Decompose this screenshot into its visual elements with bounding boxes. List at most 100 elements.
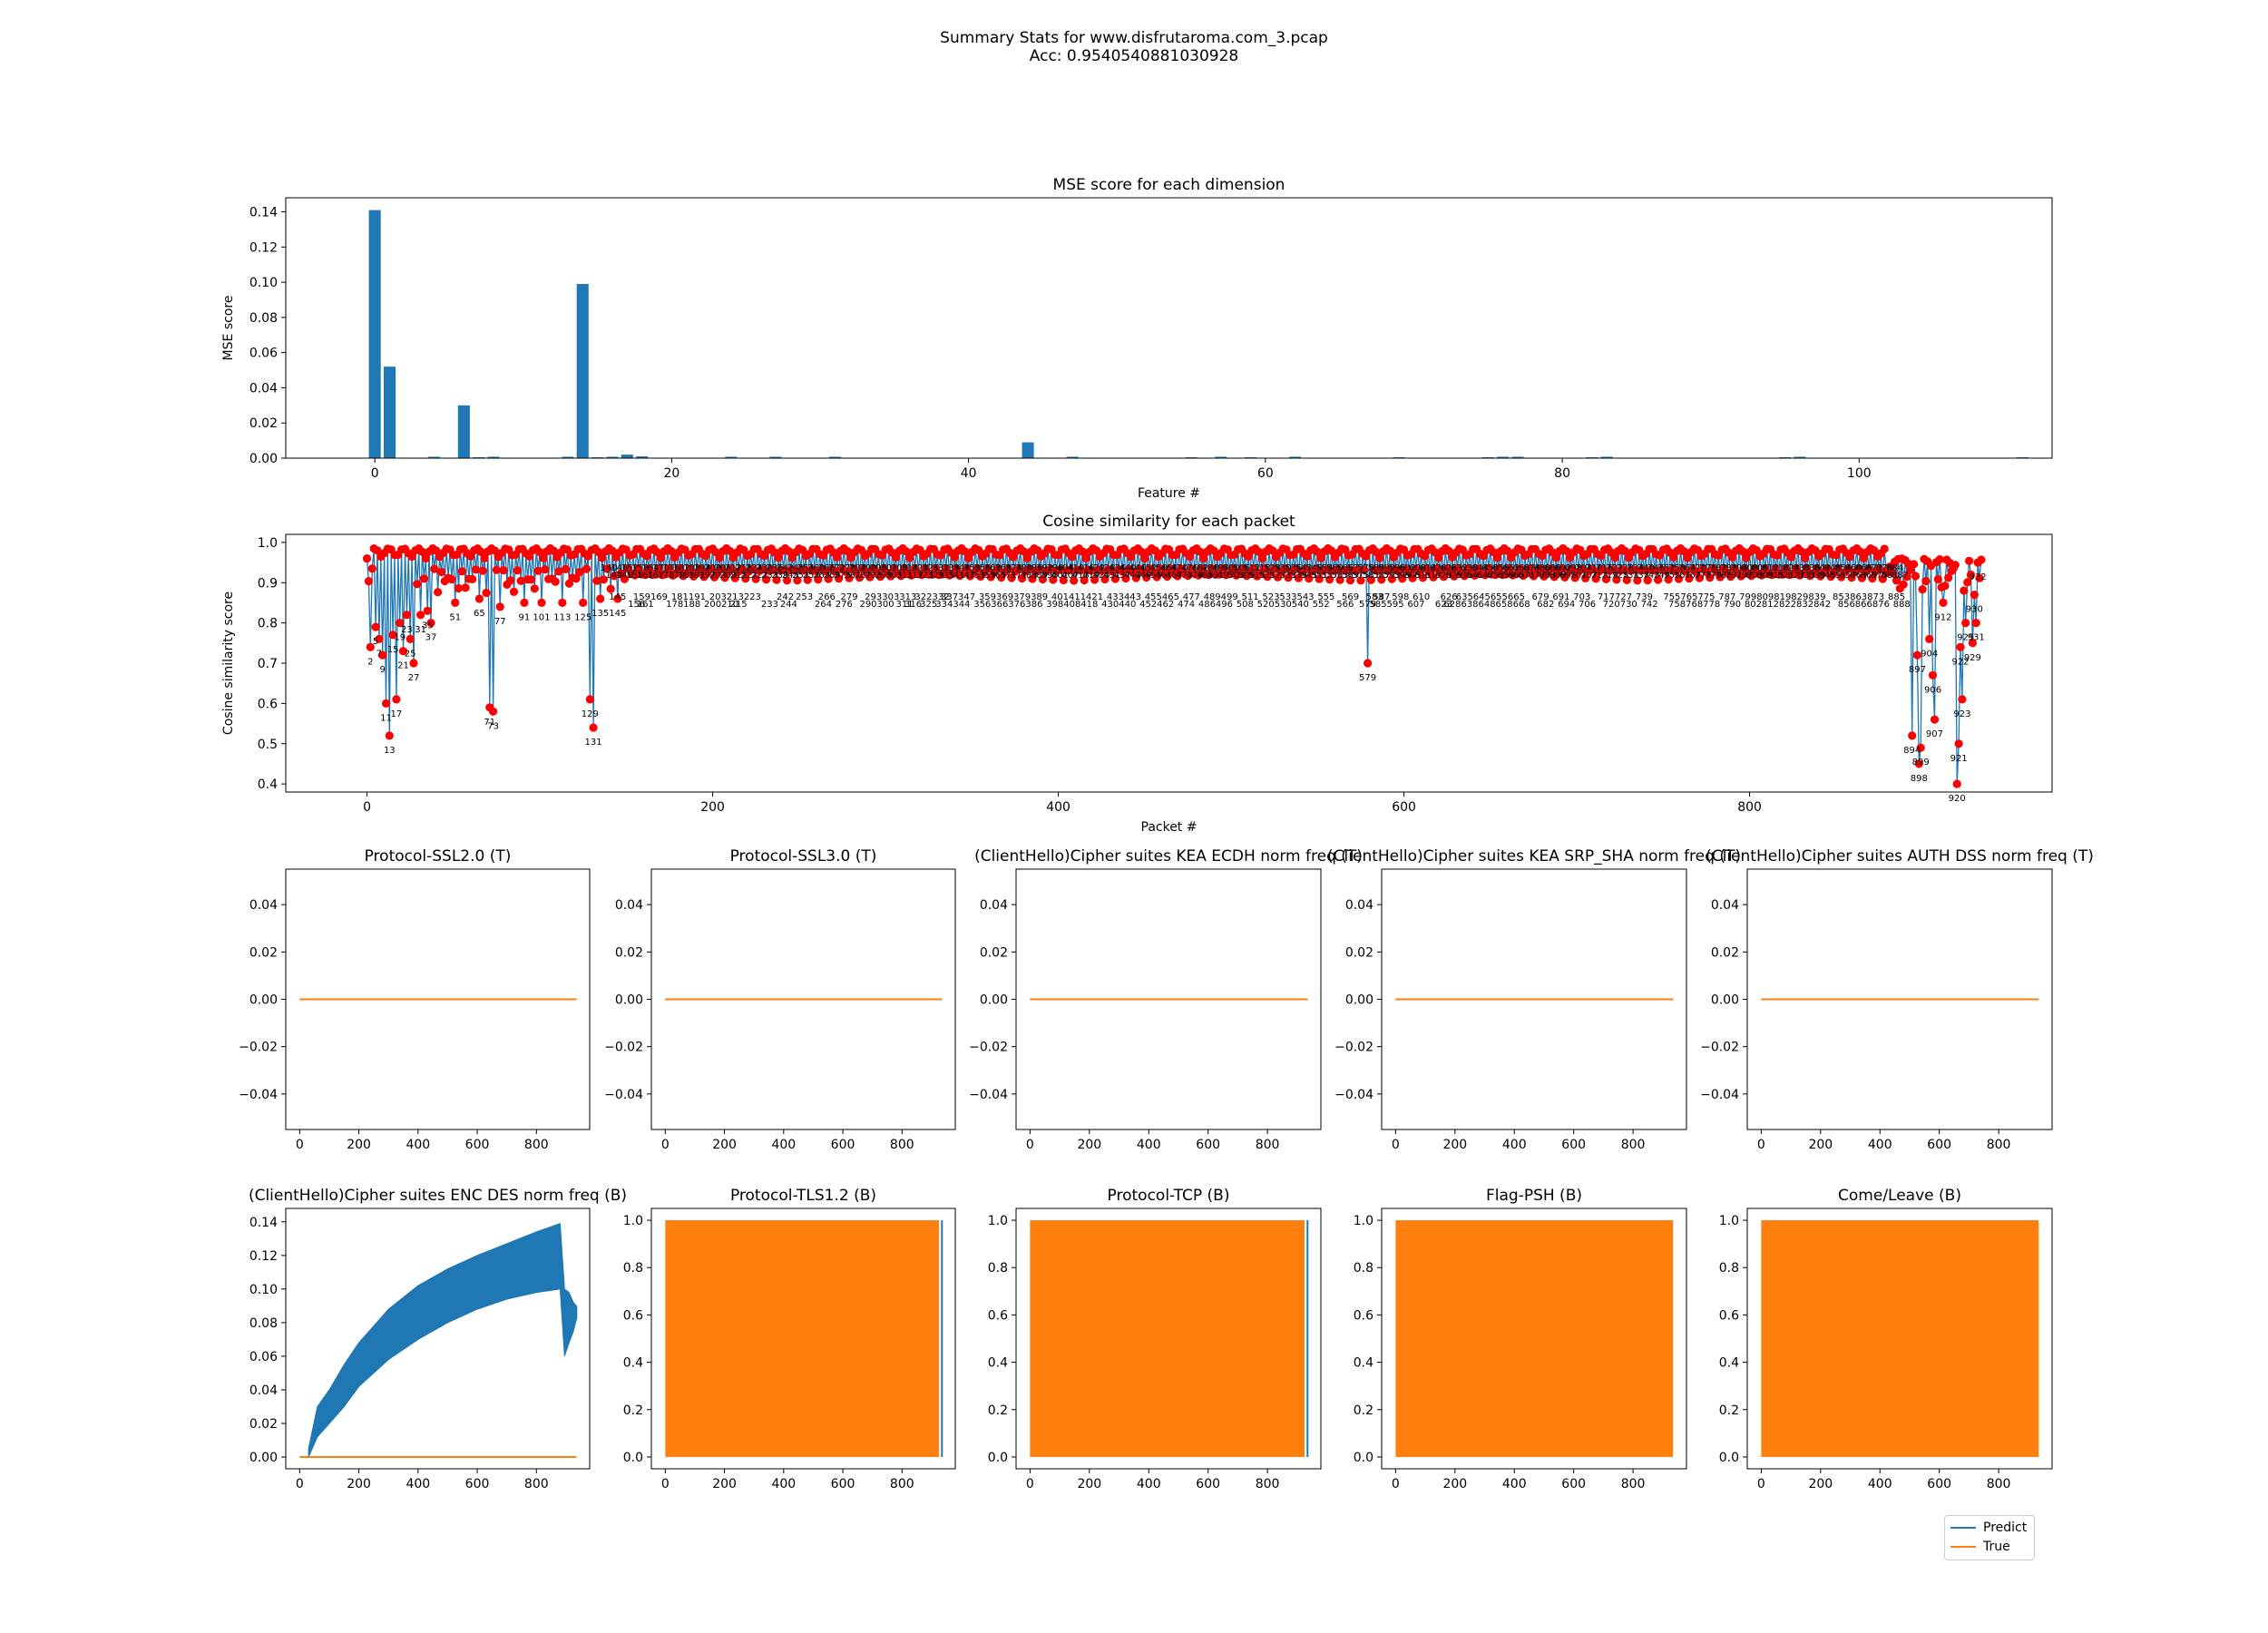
data-point [1965,556,1974,565]
x-tick-label: 0 [1392,1138,1400,1152]
data-label: 308 [891,563,908,573]
data-label: 212 [725,563,742,573]
data-label: 386 [1025,563,1042,573]
data-point [367,564,376,573]
plot-area [665,1220,943,1457]
chart-title: Cosine similarity for each packet [1042,513,1295,531]
data-label: 413 [1072,571,1090,581]
data-label: 398 [1046,600,1063,610]
x-tick-label: 0 [296,1138,304,1152]
data-label: 65 [474,609,485,619]
data-label: 716 [1596,563,1613,573]
data-point [1916,743,1925,752]
data-label: 925 [1957,633,1974,643]
x-tick-label: 0 [1026,1138,1034,1152]
data-label: 200 [704,600,721,610]
data-label: 25 [405,649,416,659]
data-label: 674 [1523,563,1540,573]
data-point [371,622,380,631]
data-label: 742 [1641,600,1658,610]
data-label: 488 [1202,563,1219,573]
data-point [730,573,739,582]
data-point [1003,564,1012,573]
axes-frame [650,868,956,1130]
data-label: 530 [1275,563,1292,573]
data-label: 356 [973,563,991,573]
data-label: 416 [1078,563,1095,573]
data-label: 470 [1170,563,1188,573]
data-point [1385,546,1394,555]
data-label: 836 [1804,563,1821,573]
y-tick-label: 0.4 [258,777,278,792]
data-point [748,565,758,574]
data-label: 443 [1124,571,1141,581]
data-point [1971,619,1980,628]
data-point [506,576,515,585]
data-point [1911,572,1921,581]
data-label: 320 [912,563,929,573]
data-point [1327,546,1336,555]
data-point [582,564,591,573]
data-label: 145 [609,592,626,602]
data-label: 832 [1796,600,1813,610]
data-label: 452 [1139,563,1157,573]
x-tick-label: 800 [1737,800,1762,815]
data-label: 830 [1793,563,1810,573]
data-point [803,575,812,584]
y-tick-label: 0.0 [988,1451,1008,1465]
data-point [558,598,567,608]
data-label: 272 [828,563,846,573]
data-label: 392 [1036,563,1053,573]
data-label: 768 [1686,600,1703,610]
data-label: 824 [1783,563,1800,573]
data-point [1870,546,1879,555]
data-label: 707 [1580,571,1598,581]
data-label: 17 [391,709,403,719]
data-label: 422 [1088,563,1105,573]
data-point [1868,574,1877,583]
data-point [1332,565,1341,574]
x-tick-label: 400 [1137,1138,1161,1152]
data-label: 266 [818,563,836,573]
data-point [562,564,571,574]
legend-swatch-predict [1950,1527,1976,1529]
data-point [715,553,724,562]
data-label: 278 [839,563,856,573]
data-label: 185 [678,571,695,581]
x-tick-label: 0 [296,1477,304,1491]
data-point [1567,564,1576,573]
data-label: 200 [704,563,721,573]
data-label: 906 [1924,685,1941,695]
data-point [1610,552,1619,562]
chart-title: Flag-PSH (B) [1486,1187,1582,1205]
data-label: 169 [650,592,668,602]
data-point [1889,569,1898,578]
data-label: 499 [1221,592,1238,602]
data-label: 21 [397,661,409,671]
data-point [606,584,615,593]
data-label: 593 [1383,571,1401,581]
legend: Predict True [1944,1515,2035,1560]
data-label: 410 [1067,563,1084,573]
y-tick-label: 0.08 [249,311,278,326]
x-tick-label: 20 [663,466,679,481]
data-label: 386 [1025,600,1042,610]
data-point [1404,567,1413,576]
y-tick-label: 0.00 [1711,993,1739,1008]
data-point [654,564,664,573]
data-label: 819 [1774,592,1791,602]
y-tick-label: −0.04 [1700,1088,1739,1102]
data-point [917,571,926,580]
data-point [1055,565,1065,574]
y-tick-label: 0.10 [249,1283,278,1297]
data-label: 374 [1004,563,1022,573]
data-label: 221 [740,571,758,581]
x-tick-label: 400 [771,1477,796,1491]
data-label: 188 [683,563,700,573]
data-point [810,566,819,575]
data-label: 703 [1573,592,1590,602]
data-label: 752 [1658,563,1676,573]
data-label: 755 [1663,571,1680,581]
y-tick-label: 1.0 [623,1214,643,1228]
